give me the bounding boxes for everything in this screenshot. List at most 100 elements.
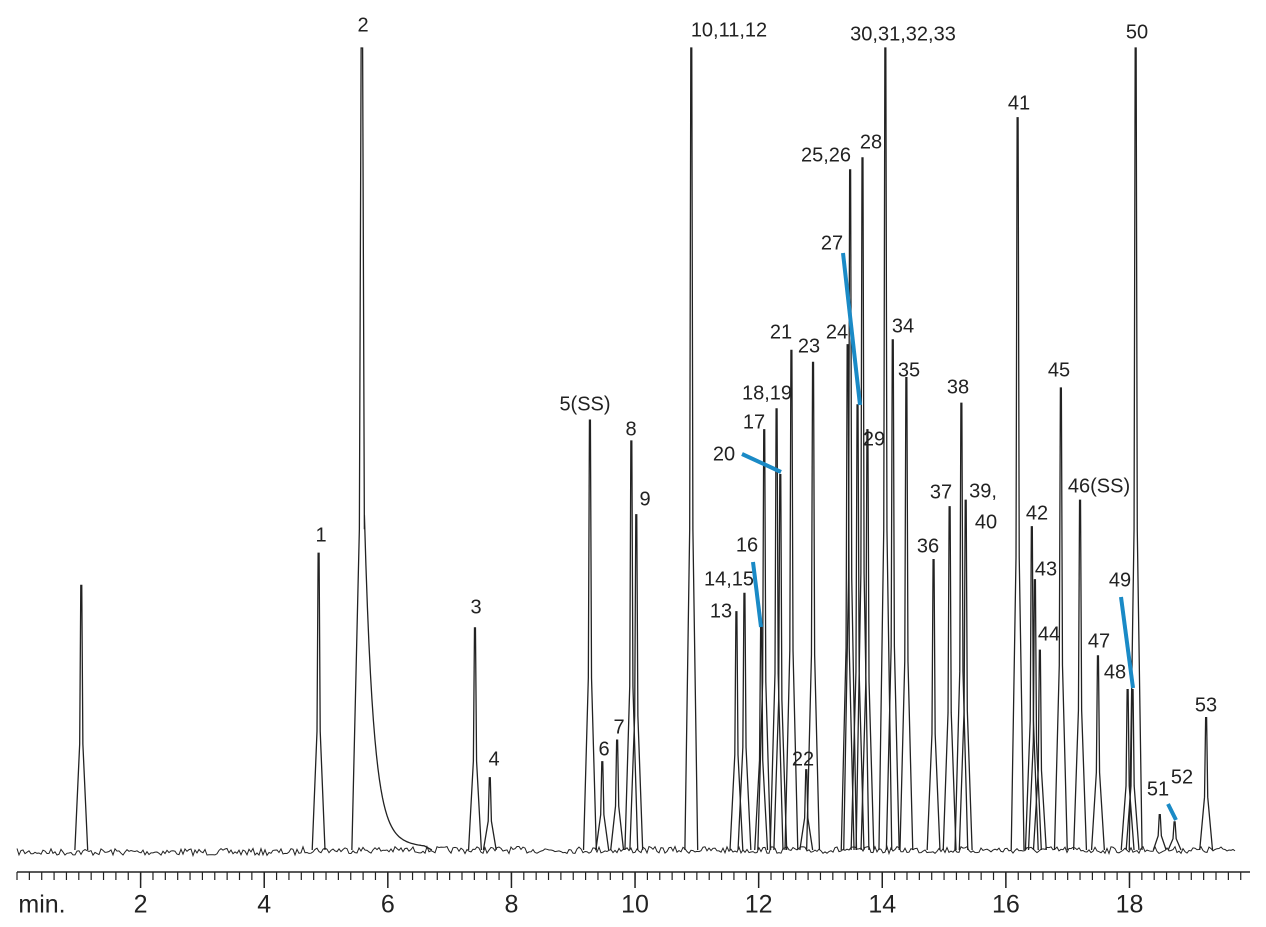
peak	[311, 552, 326, 851]
peak-label: 43	[1035, 558, 1057, 580]
peak	[805, 361, 821, 851]
peak	[1024, 526, 1039, 851]
peak-label: 1	[315, 524, 326, 546]
peak	[1152, 814, 1167, 851]
peak-label: 48	[1104, 661, 1126, 683]
peak-label: 9	[639, 488, 650, 510]
peak-label: 39,	[969, 480, 997, 502]
peak-label: 10,11,12	[691, 19, 767, 41]
x-tick-label: 2	[134, 891, 148, 919]
peak-label: 2	[357, 14, 368, 36]
peak	[926, 559, 941, 851]
leader-line	[841, 252, 862, 406]
peak	[1027, 579, 1042, 851]
peak	[1032, 649, 1047, 851]
peak-label: 34	[892, 315, 914, 337]
peak	[1167, 821, 1182, 851]
x-tick-label: 8	[504, 891, 518, 919]
peak	[850, 404, 865, 851]
peak	[958, 499, 973, 851]
peak-label: 45	[1048, 359, 1070, 381]
peak	[1199, 717, 1214, 851]
leader-line	[1166, 803, 1178, 821]
peak	[1090, 655, 1106, 851]
peak-label: 52	[1171, 766, 1193, 788]
peak-label: 21	[770, 321, 792, 343]
peak-label: 36	[917, 535, 939, 557]
peak	[942, 506, 957, 851]
peak-label: 8	[625, 418, 636, 440]
x-tick-label: 14	[868, 891, 896, 919]
peak	[1010, 117, 1025, 851]
x-tick-label: 16	[992, 891, 1020, 919]
leader-line	[1119, 596, 1135, 689]
peak-label: 3	[470, 596, 481, 618]
peak	[74, 584, 89, 851]
peak	[878, 47, 893, 851]
peak-label: 47	[1088, 630, 1110, 652]
peak	[757, 429, 772, 851]
baseline-noise	[16, 844, 1236, 858]
peak	[482, 777, 497, 851]
peak-label: 46(SS)	[1068, 475, 1130, 497]
peak-label: 4	[488, 748, 499, 770]
peak-label: 14,15	[704, 568, 754, 590]
peak	[784, 349, 799, 851]
peak-label: 24	[826, 321, 848, 343]
leader-line	[751, 561, 763, 628]
peak	[629, 514, 644, 851]
peak	[737, 592, 752, 851]
peak-label: 29	[863, 428, 885, 450]
peak-label: 5(SS)	[559, 393, 610, 415]
peak-label: 22	[792, 748, 814, 770]
peak-label: 25,26	[801, 144, 851, 166]
peak	[610, 739, 625, 851]
peak-label: 23	[798, 335, 820, 357]
peak	[860, 429, 875, 851]
peak	[885, 339, 900, 851]
peak	[1053, 387, 1068, 851]
peak-label: 27	[821, 232, 843, 254]
peak	[840, 344, 855, 851]
peak-label: 40	[975, 511, 997, 533]
peak	[624, 440, 639, 851]
peak-label: 7	[613, 716, 624, 738]
x-tick-label: 10	[621, 891, 649, 919]
x-tick-label: 18	[1116, 891, 1144, 919]
peak-label: 37	[930, 481, 952, 503]
peak-label: 13	[710, 600, 732, 622]
peak	[351, 47, 433, 851]
peak	[899, 376, 914, 851]
peak	[582, 419, 597, 851]
peak	[729, 611, 744, 851]
peak-label: 42	[1026, 502, 1048, 524]
peak-label: 28	[860, 131, 882, 153]
peak-label: 53	[1195, 694, 1217, 716]
peak	[1072, 499, 1088, 851]
x-axis-label: min.	[18, 891, 65, 919]
peak-label: 50	[1126, 21, 1148, 43]
peak-label: 16	[736, 534, 758, 556]
peak-label: 18,19	[742, 382, 792, 404]
peak-label: 20	[713, 443, 735, 465]
peak-label: 35	[898, 359, 920, 381]
x-tick-label: 6	[381, 891, 395, 919]
peak	[467, 627, 483, 851]
peak-label: 41	[1008, 92, 1030, 114]
peak	[684, 47, 699, 851]
leader-line	[741, 452, 782, 474]
peak-label: 51	[1147, 778, 1169, 800]
peak-label: 49	[1109, 569, 1131, 591]
peak	[799, 769, 814, 851]
peak	[855, 157, 870, 851]
peak-label: 17	[743, 411, 765, 433]
x-tick-label: 12	[745, 891, 773, 919]
peak	[595, 761, 610, 851]
peak	[1128, 47, 1143, 851]
peak-label: 30,31,32,33	[850, 23, 956, 45]
peak-label: 6	[598, 738, 609, 760]
peak-label: 44	[1038, 623, 1060, 645]
peak	[843, 169, 858, 851]
peak	[773, 474, 788, 851]
